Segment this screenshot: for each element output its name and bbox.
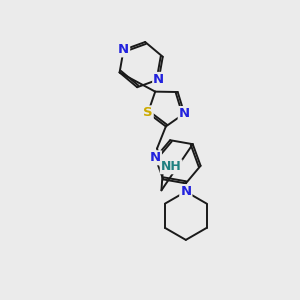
Text: N: N (179, 107, 190, 120)
Text: NH: NH (161, 160, 182, 173)
Text: N: N (150, 151, 161, 164)
Text: S: S (143, 106, 153, 119)
Text: N: N (153, 73, 164, 86)
Text: N: N (118, 43, 129, 56)
Text: N: N (180, 185, 191, 198)
